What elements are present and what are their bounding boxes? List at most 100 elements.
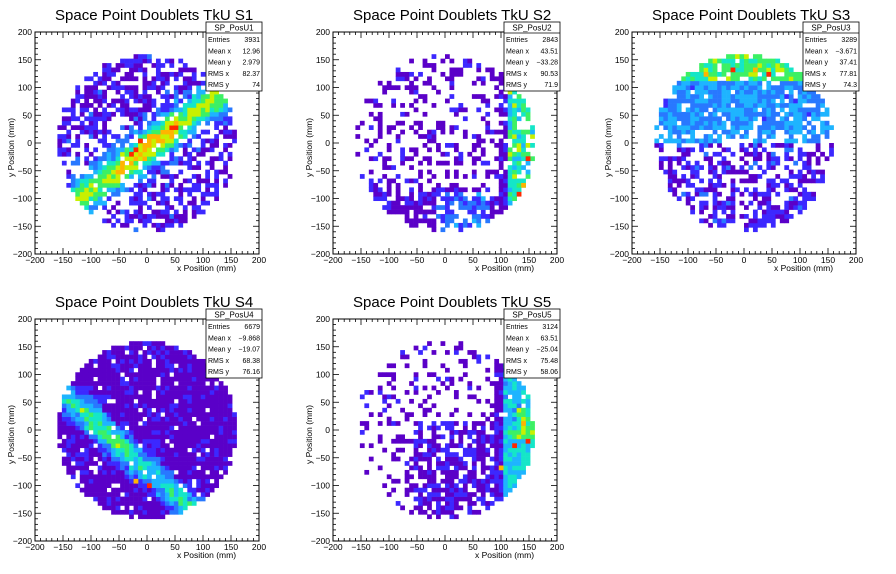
heat-cell (405, 439, 410, 444)
heat-cell (187, 501, 192, 506)
heat-cell (160, 363, 165, 368)
heat-cell (378, 434, 383, 439)
heat-cell (526, 130, 531, 135)
heat-cell (677, 90, 682, 95)
heat-cell (744, 107, 749, 112)
heat-cell (373, 183, 378, 188)
heat-cell (111, 479, 116, 484)
heat-cell (84, 439, 89, 444)
heat-cell (174, 147, 179, 152)
heat-cell (165, 430, 170, 435)
heat-cell (463, 452, 468, 457)
heat-cell (722, 161, 727, 166)
heat-cell (174, 403, 179, 408)
stats-value: 68.38 (242, 358, 260, 365)
heat-cell (494, 448, 499, 453)
heat-cell (75, 461, 80, 466)
heat-cell (116, 346, 121, 351)
heat-cell (160, 174, 165, 179)
heat-cell (151, 139, 156, 144)
heat-cell (93, 112, 98, 117)
heat-cell (102, 218, 107, 223)
heat-cell (147, 510, 152, 515)
heat-cell (93, 497, 98, 502)
heat-cell (165, 426, 170, 431)
heat-cell (174, 218, 179, 223)
heat-cell (499, 81, 504, 86)
heat-cell (125, 112, 130, 117)
heat-cell (427, 372, 432, 377)
heat-cell (713, 72, 718, 77)
heat-cell (129, 497, 134, 502)
heat-cell (147, 390, 152, 395)
heat-cell (205, 492, 210, 497)
heat-cell (174, 408, 179, 413)
heat-cell (753, 54, 758, 59)
heat-cell (704, 99, 709, 104)
heat-cell (499, 147, 504, 152)
heat-cell (160, 399, 165, 404)
heat-cell (409, 156, 414, 161)
heat-cell (178, 223, 183, 228)
heat-cell (731, 63, 736, 68)
heat-cell (668, 165, 673, 170)
heat-cell (494, 156, 499, 161)
heat-cell (89, 479, 94, 484)
heat-cell (192, 470, 197, 475)
heat-cell (89, 187, 94, 192)
heat-cell (672, 121, 677, 126)
heat-cell (825, 130, 830, 135)
heat-cell (120, 355, 125, 360)
heat-cell (178, 461, 183, 466)
heat-cell (512, 412, 517, 417)
heat-cell (138, 452, 143, 457)
heat-cell (508, 112, 513, 117)
heat-cell (409, 474, 414, 479)
heat-cell (160, 439, 165, 444)
heat-cell (192, 452, 197, 457)
heat-cell (160, 466, 165, 471)
heat-cell (494, 107, 499, 112)
heat-cell (165, 107, 170, 112)
heat-cell (494, 85, 499, 90)
heat-cell (205, 412, 210, 417)
heat-cell (165, 210, 170, 215)
heat-cell (84, 368, 89, 373)
heat-cell (530, 125, 535, 130)
x-axis-label: x Position (mm) (177, 550, 236, 560)
heat-cell (681, 125, 686, 130)
heat-cell (223, 386, 228, 391)
chart-title: Space Point Doublets TkU S2 (353, 7, 551, 24)
heat-cell (757, 139, 762, 144)
heat-cell (165, 121, 170, 126)
heat-cell (807, 161, 812, 166)
heat-cell (512, 107, 517, 112)
heat-cell (151, 116, 156, 121)
heat-cell (414, 443, 419, 448)
heat-cell (699, 81, 704, 86)
heat-cell (467, 205, 472, 210)
heat-cell (156, 201, 161, 206)
heat-cell (107, 483, 112, 488)
heat-cell (472, 501, 477, 506)
heat-cell (436, 461, 441, 466)
heat-cell (62, 461, 67, 466)
heat-cell (174, 386, 179, 391)
heat-cell (178, 359, 183, 364)
stats-value: 3124 (542, 324, 558, 331)
chart-panel-5: Space Point Doublets TkU S5−200 −150 −100−… (304, 294, 564, 560)
heat-cell (169, 156, 174, 161)
heat-cell (740, 170, 745, 175)
heat-cell (107, 210, 112, 215)
heat-cell (485, 218, 490, 223)
heat-cell (499, 187, 504, 192)
heat-cell (802, 134, 807, 139)
heat-cell (210, 399, 215, 404)
heat-cell (526, 452, 531, 457)
heat-cell (458, 227, 463, 232)
heat-cell (663, 170, 668, 175)
heat-cell (129, 143, 134, 148)
heat-cell (472, 94, 477, 99)
heat-cell (499, 103, 504, 108)
heat-cell (445, 152, 450, 157)
